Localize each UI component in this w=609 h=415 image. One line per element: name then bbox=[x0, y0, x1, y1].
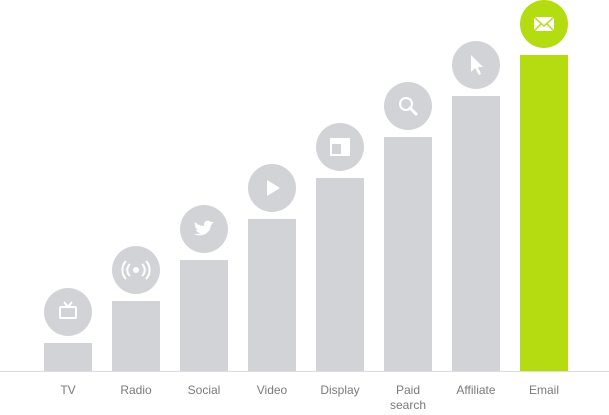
icon-tv-antenna bbox=[63, 301, 73, 309]
icon-badge bbox=[44, 288, 92, 336]
icon-badge bbox=[316, 123, 364, 171]
bar bbox=[44, 343, 92, 371]
icon-cursor bbox=[471, 55, 483, 75]
icon-window-bar bbox=[331, 139, 349, 155]
icon-envelope-flap bbox=[533, 16, 555, 32]
category-label: Paid search bbox=[389, 383, 427, 412]
icon-play bbox=[267, 180, 280, 196]
bar bbox=[180, 260, 228, 371]
bar bbox=[452, 96, 500, 371]
icon bbox=[267, 180, 280, 196]
bar bbox=[112, 301, 160, 371]
icon bbox=[121, 260, 151, 280]
category-label: Radio bbox=[120, 383, 152, 397]
icon-search bbox=[399, 97, 413, 111]
icon-radio-waves bbox=[121, 260, 151, 280]
bar bbox=[248, 219, 296, 371]
category-label: Display bbox=[320, 383, 360, 397]
bar bbox=[316, 178, 364, 371]
category-label: Email bbox=[528, 383, 559, 397]
icon bbox=[194, 220, 214, 236]
bar bbox=[520, 55, 568, 371]
category-label: Social bbox=[187, 383, 221, 397]
icon bbox=[399, 97, 418, 116]
icon-bird bbox=[194, 220, 214, 236]
icon bbox=[533, 16, 555, 32]
icon-radio bbox=[133, 267, 139, 273]
icon bbox=[59, 301, 77, 319]
icon-search-handle bbox=[408, 106, 418, 116]
icon bbox=[330, 138, 350, 156]
bar bbox=[384, 137, 432, 371]
category-label: Affiliate bbox=[456, 383, 496, 397]
icon bbox=[471, 55, 483, 75]
icon-badge bbox=[384, 82, 432, 130]
category-label: Video bbox=[256, 383, 288, 397]
category-label: TV bbox=[60, 383, 76, 397]
